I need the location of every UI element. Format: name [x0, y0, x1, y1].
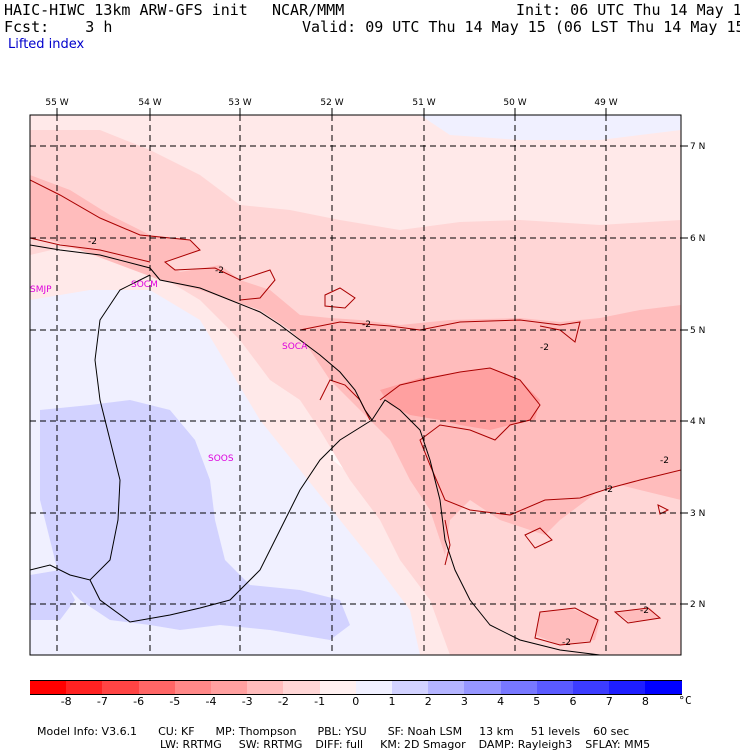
colorbar-swatch [645, 680, 683, 695]
lon-label: 51 W [412, 98, 435, 108]
colorbar-swatch [500, 680, 538, 695]
colorbar-swatch [66, 680, 103, 695]
field-positive-region-sw [30, 570, 75, 620]
colorbar-swatch [464, 680, 502, 695]
colorbar-label: -7 [96, 695, 108, 708]
colorbar-label: 8 [641, 695, 649, 708]
lat-label: 3 N [690, 509, 705, 519]
colorbar-label: 4 [497, 695, 505, 708]
lon-label: 55 W [45, 98, 68, 108]
colorbar-label: 3 [460, 695, 468, 708]
lon-label: 53 W [228, 98, 251, 108]
info-item: 60 sec [593, 725, 630, 738]
coastlines [30, 244, 601, 655]
field-negative-core [380, 368, 540, 430]
contour-label: -2 [88, 237, 97, 247]
colorbar-label: -8 [60, 695, 72, 708]
colorbar-label: 6 [569, 695, 577, 708]
forecast-hour: Fcst: 3 h [4, 18, 113, 36]
lon-label: 52 W [320, 98, 343, 108]
lat-label: 6 N [690, 234, 705, 244]
colorbar-label: -6 [133, 695, 145, 708]
lon-label: 50 W [503, 98, 526, 108]
colorbar-swatch [247, 680, 284, 695]
info-item: MP: Thompson [215, 725, 297, 738]
colorbar-unit: °C [678, 694, 692, 707]
lat-label: 4 N [690, 417, 705, 427]
colorbar-swatch [355, 680, 393, 695]
contour-label: -2 [215, 266, 224, 276]
map-frame [29, 114, 682, 656]
field-negative-patch-e [615, 608, 660, 622]
info-item: SF: Noah LSM [387, 725, 463, 738]
colorbar-swatch [283, 680, 321, 695]
colorbar-label: -5 [169, 695, 181, 708]
colorbar-swatch [573, 680, 610, 695]
valid-time: Valid: 09 UTC Thu 14 May 15 (06 LST Thu … [302, 18, 740, 36]
colorbar-swatch [211, 680, 248, 695]
init-time: Init: 06 UTC Thu 14 May 15 [516, 1, 740, 19]
colorbar-label: -1 [314, 695, 326, 708]
colorbar-swatch [428, 680, 465, 695]
colorbar-swatch [536, 680, 574, 695]
graticule [30, 115, 681, 655]
station-label: SOOS [208, 454, 234, 464]
colorbar-swatch [319, 680, 357, 695]
model-info-line2: LW: RRTMG SW: RRTMG DIFF: full KM: 2D Sm… [153, 725, 650, 751]
info-item: Model Info: V3.6.1 [37, 725, 138, 738]
colorbar-swatch [392, 680, 429, 695]
info-item: 13 km [479, 725, 514, 738]
field-negative-patch-se [535, 608, 600, 645]
contour-label: -2 [362, 320, 371, 330]
lat-label: 2 N [690, 600, 705, 610]
colorbar-swatch [30, 680, 67, 695]
station-label: SOCA [282, 342, 308, 352]
colorbar-label: 1 [388, 695, 396, 708]
contour-label: -2 [604, 485, 613, 495]
field-negative-region-strong [30, 175, 681, 555]
lon-label: 54 W [138, 98, 161, 108]
contour-label: -2 [640, 606, 649, 616]
colorbar-label: -2 [277, 695, 289, 708]
station-label: SMJP [30, 285, 52, 295]
station-label: SOCM [131, 280, 158, 290]
field-near-zero-top [420, 115, 681, 140]
colorbar-label: 7 [605, 695, 613, 708]
colorbar-swatch [138, 680, 176, 695]
info-item: PBL: YSU [317, 725, 367, 738]
colorbar-label: -4 [205, 695, 217, 708]
info-item: CU: KF [158, 725, 195, 738]
contour-lines [30, 179, 681, 646]
contour-label: -2 [540, 343, 549, 353]
model-title: HAIC-HIWC 13km ARW-GFS init [4, 1, 248, 19]
colorbar-label: 0 [352, 695, 360, 708]
colorbar-label: -3 [241, 695, 253, 708]
colorbar-label: 5 [533, 695, 541, 708]
colorbar-swatch [174, 680, 212, 695]
lat-label: 7 N [690, 142, 705, 152]
colorbar-label: 2 [424, 695, 432, 708]
field-positive-region [40, 400, 350, 640]
colorbar-swatch [102, 680, 140, 695]
organization: NCAR/MMM [272, 1, 345, 19]
contour-label: -2 [660, 456, 669, 466]
lat-label: 5 N [690, 326, 705, 336]
colorbar-swatch [609, 680, 646, 695]
lon-label: 49 W [594, 98, 617, 108]
field-name: Lifted index [8, 37, 85, 52]
model-info-line1: Model Info: V3.6.1 CU: KF MP: Thompson P… [30, 712, 629, 738]
info-item: 51 levels [530, 725, 581, 738]
contour-label: -2 [562, 638, 571, 648]
